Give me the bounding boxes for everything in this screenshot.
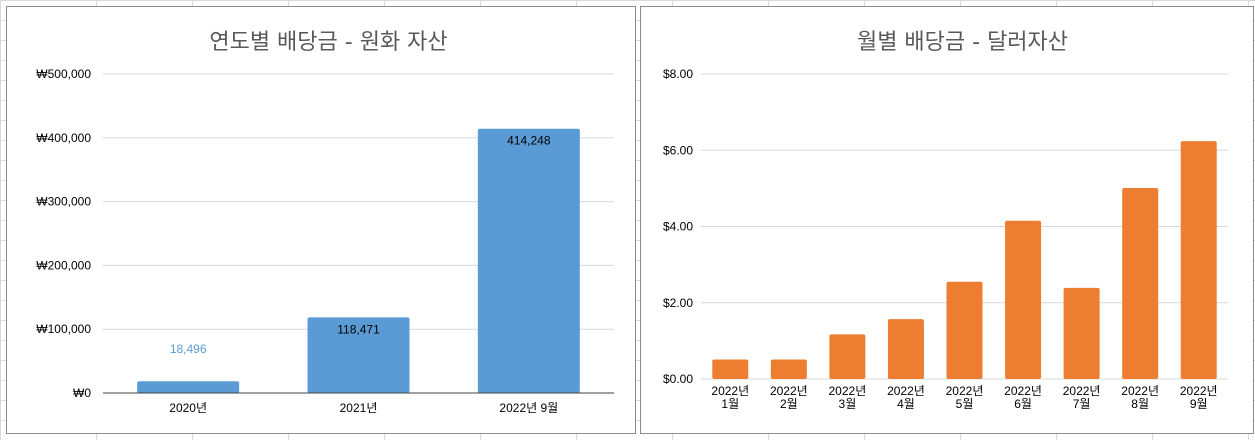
y-tick-label: $8.00 xyxy=(663,67,693,81)
chart-krw-svg: 연도별 배당금 - 원화 자산 ₩0 ₩100,000 ₩200,000 ₩300,00… xyxy=(36,30,614,415)
bar xyxy=(137,381,240,393)
x-tick-label: 2022년 3월 xyxy=(829,384,867,411)
chart-usd-svg: 월별 배당금 - 달러자산 $0.00 $2.00 $4.00 $6.00 $8.00 20… xyxy=(663,30,1228,411)
data-label: 18,496 xyxy=(170,342,207,356)
x-tick-label: 2022년 9월 xyxy=(1180,384,1218,411)
chart-title: 연도별 배당금 - 원화 자산 xyxy=(209,30,447,55)
x-tick-label: 2022년 5월 xyxy=(946,384,984,411)
bar xyxy=(477,128,580,393)
data-label: 118,471 xyxy=(337,322,380,336)
bar xyxy=(946,281,983,379)
bar xyxy=(887,319,924,379)
bar xyxy=(1005,220,1042,379)
chart-panel-krw[interactable]: 연도별 배당금 - 원화 자산 ₩0 ₩100,000 ₩200,000 ₩300,00… xyxy=(6,6,636,434)
bar xyxy=(829,334,866,379)
x-tick-label: 2022년 9월 xyxy=(499,401,558,415)
x-tick-label: 2022년 7월 xyxy=(1063,384,1101,411)
chart-panel-usd[interactable]: 월별 배당금 - 달러자산 $0.00 $2.00 $4.00 $6.00 $8.00 20… xyxy=(640,6,1254,434)
data-label: 414,248 xyxy=(507,134,551,148)
bar xyxy=(1180,141,1217,379)
y-tick-label: $0.00 xyxy=(663,372,693,386)
y-tick-label: $2.00 xyxy=(663,296,693,310)
y-tick-label: ₩100,000 xyxy=(36,322,91,336)
x-tick-label: 2022년 2월 xyxy=(770,384,808,411)
bar xyxy=(1122,187,1159,379)
bar xyxy=(307,317,410,393)
y-tick-label: ₩200,000 xyxy=(36,258,91,272)
y-tick-label: ₩400,000 xyxy=(36,131,91,145)
bar xyxy=(712,359,749,379)
chart-title: 월별 배당금 - 달러자산 xyxy=(857,30,1068,55)
y-tick-label: ₩500,000 xyxy=(36,67,91,81)
x-tick-label: 2022년 8월 xyxy=(1121,384,1159,411)
x-tick-label: 2022년 1월 xyxy=(711,384,749,411)
y-tick-label: ₩0 xyxy=(73,386,91,400)
y-tick-label: $6.00 xyxy=(663,143,693,157)
bar xyxy=(1063,287,1100,379)
x-tick-label: 2021년 xyxy=(340,401,378,415)
y-tick-label: ₩300,000 xyxy=(36,195,91,209)
x-tick-label: 2020년 xyxy=(169,401,207,415)
y-tick-label: $4.00 xyxy=(663,220,693,234)
x-tick-label: 2022년 4월 xyxy=(887,384,925,411)
bar xyxy=(770,359,807,379)
x-tick-label: 2022년 6월 xyxy=(1004,384,1042,411)
